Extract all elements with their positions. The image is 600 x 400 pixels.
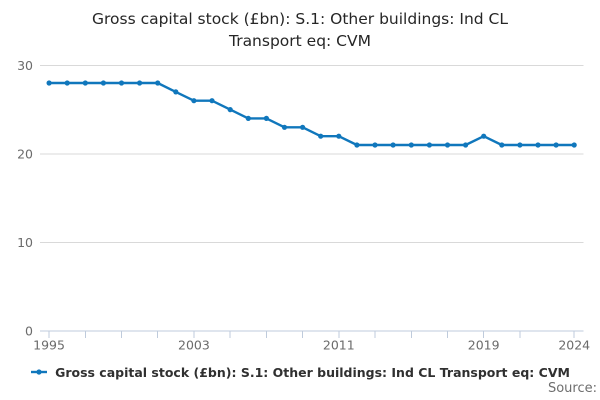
data-point: [137, 80, 143, 86]
data-point: [571, 142, 577, 148]
data-point: [372, 142, 378, 148]
source-label: Source:: [547, 381, 597, 396]
x-tick-label: 2003: [178, 338, 210, 353]
data-point: [336, 133, 342, 139]
data-point: [46, 80, 52, 86]
data-point: [463, 142, 469, 148]
data-point: [390, 142, 396, 148]
data-point: [155, 80, 161, 86]
legend: Gross capital stock (£bn): S.1: Other bu…: [0, 362, 600, 382]
legend-line-marker-icon: [31, 369, 48, 375]
legend-label: Gross capital stock (£bn): S.1: Other bu…: [55, 364, 570, 380]
data-point: [209, 98, 215, 104]
chart-title-line2: Transport eq: CVM: [229, 32, 371, 50]
data-point: [263, 115, 269, 121]
data-point: [553, 142, 559, 148]
data-point: [481, 133, 487, 139]
data-point: [318, 133, 324, 139]
y-tick-label: 30: [17, 58, 33, 73]
data-point: [300, 124, 306, 130]
data-point: [191, 98, 197, 104]
x-tick-label: 1995: [33, 338, 65, 353]
chart-title: Gross capital stock (£bn): S.1: Other bu…: [0, 8, 600, 52]
data-point: [426, 142, 432, 148]
x-tick-label: 2024: [558, 338, 590, 353]
data-point: [82, 80, 88, 86]
chart-title-line1: Gross capital stock (£bn): S.1: Other bu…: [91, 10, 509, 28]
y-tick-label: 0: [25, 324, 33, 339]
data-point: [227, 107, 233, 113]
data-line: [47, 81, 576, 147]
data-point: [535, 142, 541, 148]
x-tick-label: 2019: [468, 338, 500, 353]
data-point: [173, 89, 179, 95]
data-point: [499, 142, 505, 148]
data-point: [281, 124, 288, 130]
y-tick-label: 10: [17, 235, 33, 250]
data-point: [245, 115, 251, 121]
data-point: [408, 142, 414, 148]
data-point: [118, 80, 125, 86]
y-tick-label: 20: [17, 146, 33, 161]
x-tick-label: 2011: [323, 338, 355, 353]
data-point: [517, 142, 523, 148]
data-point: [100, 80, 106, 86]
data-point: [354, 142, 360, 148]
data-point: [444, 142, 451, 148]
data-point: [64, 80, 70, 86]
